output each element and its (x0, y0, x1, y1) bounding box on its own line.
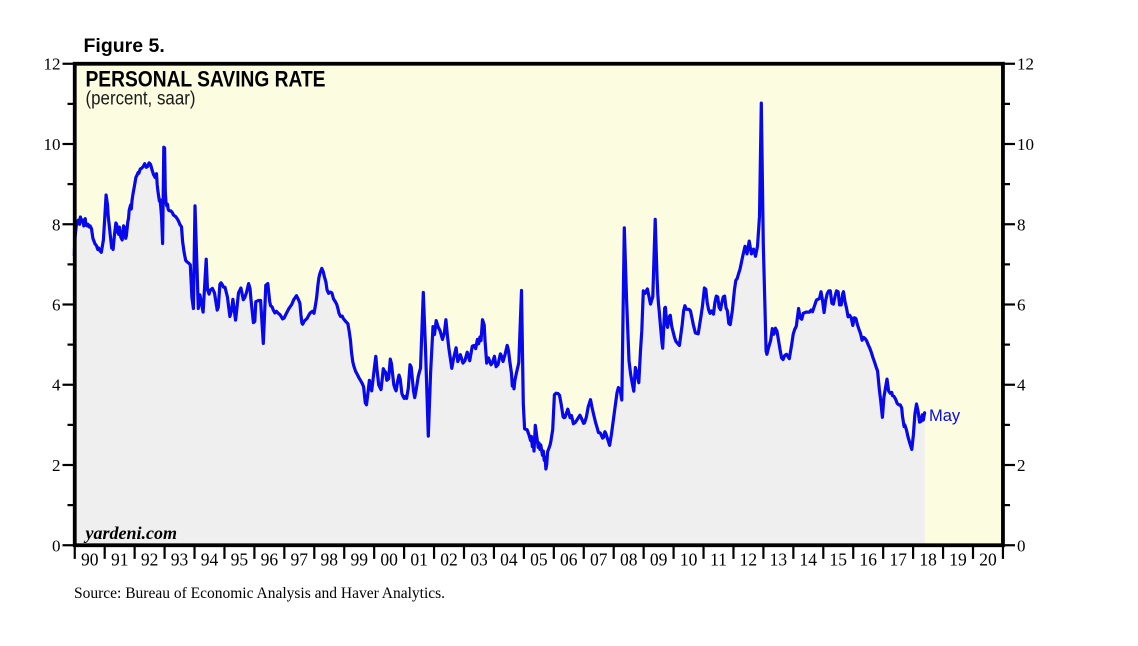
svg-text:6: 6 (1017, 296, 1026, 315)
svg-text:12: 12 (740, 549, 758, 569)
svg-text:01: 01 (410, 549, 428, 569)
svg-text:13: 13 (770, 549, 788, 569)
svg-text:95: 95 (231, 549, 249, 569)
svg-text:PERSONAL SAVING RATE: PERSONAL SAVING RATE (86, 66, 326, 91)
svg-text:04: 04 (500, 549, 518, 569)
svg-text:92: 92 (141, 549, 159, 569)
svg-text:17: 17 (889, 549, 907, 569)
svg-text:4: 4 (52, 376, 61, 395)
svg-text:4: 4 (1017, 376, 1026, 395)
svg-text:2: 2 (1017, 456, 1026, 475)
svg-text:91: 91 (111, 549, 129, 569)
svg-text:0: 0 (1017, 536, 1026, 555)
svg-text:08: 08 (620, 549, 638, 569)
svg-text:6: 6 (52, 296, 61, 315)
svg-text:10: 10 (680, 549, 698, 569)
svg-text:94: 94 (201, 549, 219, 569)
svg-text:03: 03 (470, 549, 488, 569)
svg-text:05: 05 (530, 549, 548, 569)
svg-text:96: 96 (261, 549, 279, 569)
svg-text:19: 19 (949, 549, 967, 569)
svg-text:16: 16 (859, 549, 877, 569)
svg-text:10: 10 (44, 135, 61, 154)
svg-text:8: 8 (1017, 215, 1026, 234)
svg-text:20: 20 (979, 549, 997, 569)
svg-text:12: 12 (44, 55, 61, 74)
svg-text:15: 15 (830, 549, 848, 569)
svg-text:Source: Bureau of Economic Ana: Source: Bureau of Economic Analysis and … (74, 585, 445, 602)
svg-text:18: 18 (919, 549, 937, 569)
svg-text:90: 90 (81, 549, 99, 569)
svg-text:May: May (929, 407, 961, 425)
svg-text:10: 10 (1017, 135, 1034, 154)
svg-text:98: 98 (321, 549, 339, 569)
svg-text:00: 00 (380, 549, 398, 569)
svg-text:0: 0 (52, 536, 61, 555)
svg-text:Figure 5.: Figure 5. (84, 35, 165, 57)
svg-text:93: 93 (171, 549, 189, 569)
svg-text:06: 06 (560, 549, 578, 569)
svg-text:yardeni.com: yardeni.com (84, 523, 178, 543)
svg-text:02: 02 (440, 549, 458, 569)
svg-text:07: 07 (590, 549, 608, 569)
svg-text:14: 14 (800, 549, 818, 569)
svg-text:12: 12 (1017, 55, 1034, 74)
svg-text:97: 97 (291, 549, 309, 569)
svg-text:11: 11 (710, 549, 727, 569)
svg-text:09: 09 (650, 549, 668, 569)
svg-text:99: 99 (350, 549, 368, 569)
svg-text:(percent, saar): (percent, saar) (86, 89, 196, 110)
svg-text:8: 8 (52, 215, 61, 234)
svg-text:2: 2 (52, 456, 61, 475)
